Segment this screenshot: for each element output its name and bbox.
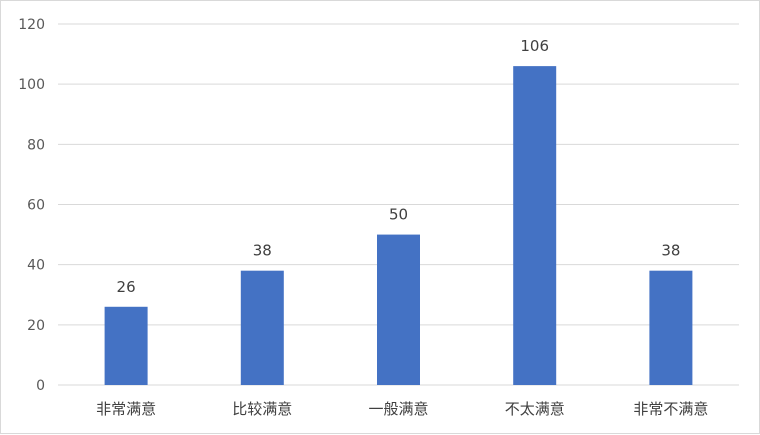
data-label-4: 106 <box>520 37 549 55</box>
y-tick-label: 20 <box>27 318 45 334</box>
y-tick-label: 40 <box>27 258 45 274</box>
y-axis-ticks: 0 20 40 60 80 100 120 <box>18 17 45 394</box>
bar-1 <box>104 306 148 385</box>
bar-4 <box>513 66 557 385</box>
bar-2 <box>240 270 284 385</box>
bar-5 <box>649 270 693 385</box>
y-tick-label: 60 <box>27 198 45 214</box>
x-category-label-1: 非常满意 <box>96 400 156 418</box>
y-tick-label: 120 <box>18 17 45 33</box>
x-category-label-3: 一般满意 <box>368 400 428 418</box>
x-category-label-5: 非常不满意 <box>633 400 708 418</box>
bar-3 <box>377 234 420 385</box>
x-axis-categories: 非常满意 比较满意 一般满意 不太满意 非常不满意 <box>96 400 708 418</box>
y-tick-label: 100 <box>18 77 45 93</box>
bars <box>104 66 693 385</box>
data-label-5: 38 <box>661 242 680 260</box>
y-tick-label: 80 <box>27 137 45 153</box>
x-category-label-4: 不太满意 <box>505 400 565 418</box>
x-category-label-2: 比较满意 <box>232 400 292 418</box>
data-label-1: 26 <box>117 278 136 296</box>
data-label-3: 50 <box>389 206 408 224</box>
y-tick-label: 0 <box>36 378 45 394</box>
data-label-2: 38 <box>253 242 272 260</box>
data-labels: 26 38 50 106 38 <box>117 37 681 296</box>
